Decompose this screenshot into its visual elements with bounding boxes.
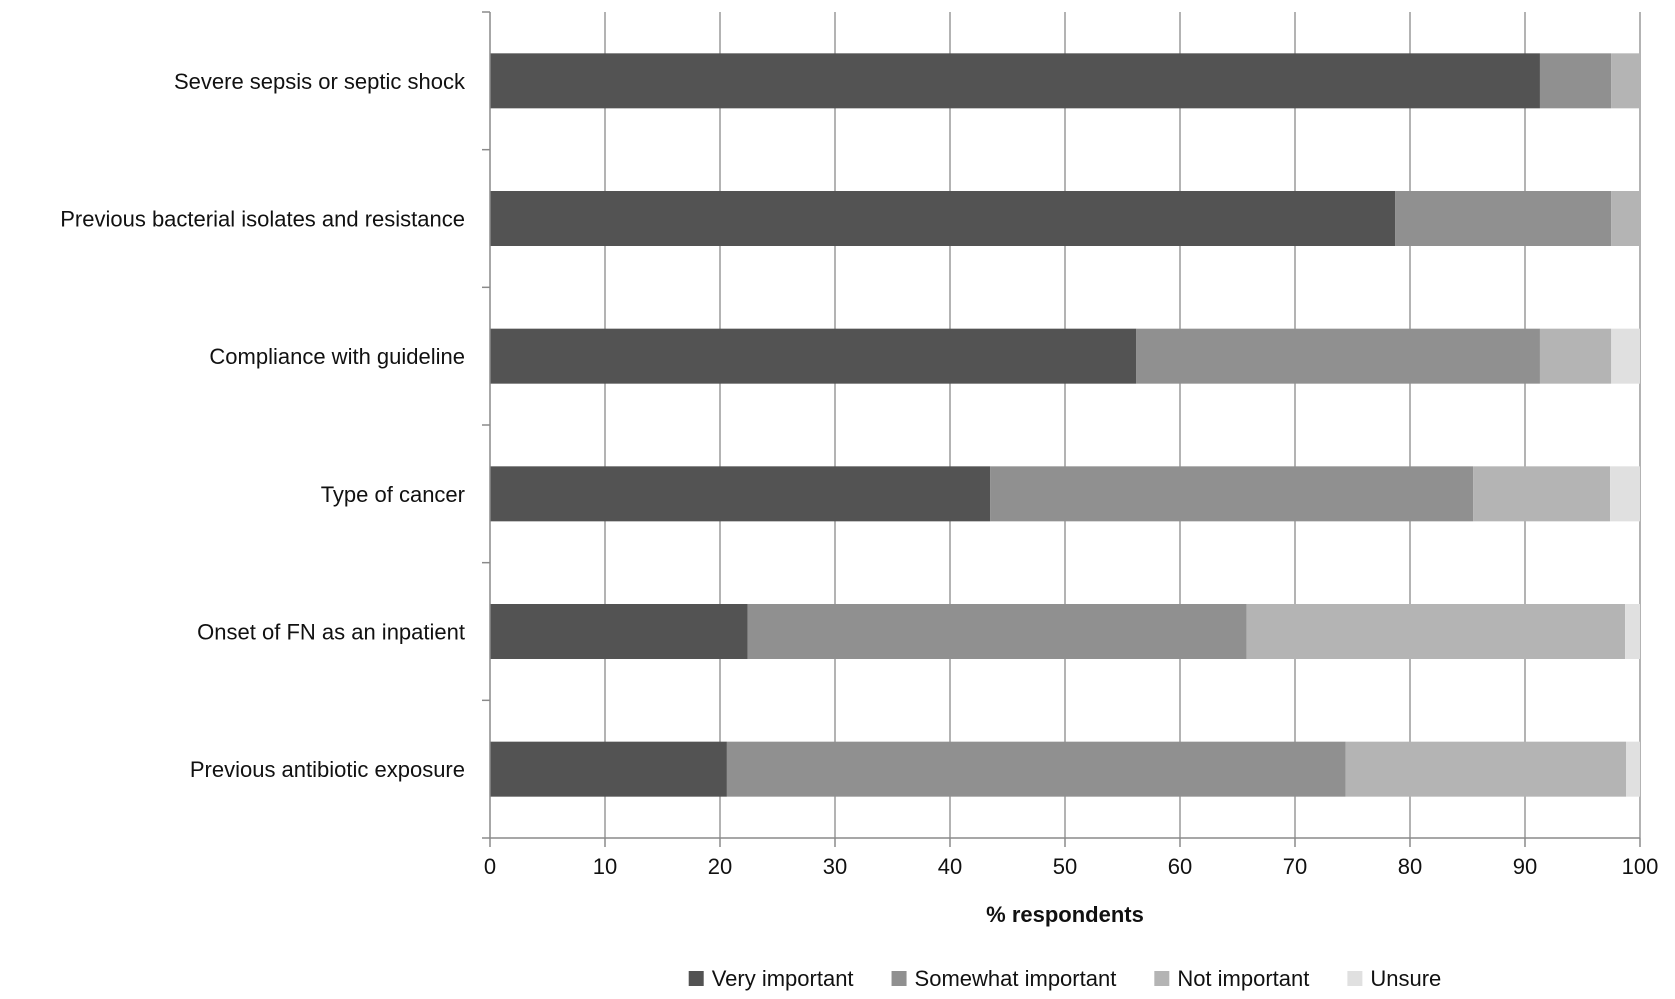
category-label: Previous bacterial isolates and resistan… bbox=[60, 207, 465, 232]
x-axis-title: % respondents bbox=[986, 902, 1144, 927]
tick-labels: 0 10 20 30 40 50 60 70 80 90 100 bbox=[484, 854, 1658, 879]
legend-label: Very important bbox=[712, 966, 854, 991]
legend-label: Somewhat important bbox=[915, 966, 1117, 991]
bar-segment-4-1 bbox=[490, 466, 991, 522]
tick-label-x-60: 60 bbox=[1168, 854, 1192, 879]
bar-segment-3-4 bbox=[1611, 328, 1640, 384]
bar-segment-6-2 bbox=[726, 741, 1346, 797]
bar-segment-2-1 bbox=[490, 191, 1396, 246]
gridlines bbox=[604, 12, 1641, 838]
bar-segment-4-2 bbox=[990, 466, 1474, 522]
legend-item: Somewhat important bbox=[891, 966, 1117, 991]
bar-segment-2-2 bbox=[1395, 191, 1612, 246]
tick-label-x-100: 100 bbox=[1622, 854, 1659, 879]
bar-segment-2-3 bbox=[1611, 191, 1640, 246]
bar-segment-6-1 bbox=[490, 741, 727, 797]
category-label: Severe sepsis or septic shock bbox=[174, 69, 466, 94]
category-label: Previous antibiotic exposure bbox=[190, 757, 465, 782]
axes bbox=[482, 11, 1641, 847]
tick-label-x-90: 90 bbox=[1513, 854, 1537, 879]
tick-label-x-0: 0 bbox=[484, 854, 496, 879]
bar-segment-1-3 bbox=[1611, 53, 1640, 109]
category-label: Type of cancer bbox=[321, 482, 465, 507]
bar-segment-6-3 bbox=[1345, 741, 1627, 797]
bar-segment-5-2 bbox=[747, 604, 1247, 659]
bar-segment-6-4 bbox=[1626, 741, 1640, 797]
bar-segment-3-3 bbox=[1539, 328, 1612, 384]
bar-segment-4-4 bbox=[1610, 466, 1640, 522]
legend: Very important Somewhat important Not impo… bbox=[688, 966, 1441, 991]
legend-swatch bbox=[1347, 971, 1363, 986]
tick-label-x-80: 80 bbox=[1398, 854, 1422, 879]
bar-segment-4-3 bbox=[1473, 466, 1611, 522]
category-label: Onset of FN as an inpatient bbox=[197, 620, 465, 645]
tick-label-x-10: 10 bbox=[593, 854, 617, 879]
bar-segment-3-1 bbox=[490, 328, 1137, 384]
tick-label-x-30: 30 bbox=[823, 854, 847, 879]
legend-swatch bbox=[688, 971, 704, 986]
legend-item: Very important bbox=[688, 966, 854, 991]
bar-segment-3-2 bbox=[1136, 328, 1540, 384]
legend-item: Unsure bbox=[1347, 966, 1441, 991]
tick-label-x-50: 50 bbox=[1053, 854, 1077, 879]
bar-segment-5-3 bbox=[1246, 604, 1626, 659]
legend-item: Not important bbox=[1154, 966, 1309, 991]
category-labels: Severe sepsis or septic shock Previous ba… bbox=[60, 69, 466, 782]
category-label: Compliance with guideline bbox=[209, 344, 465, 369]
tick-label-x-20: 20 bbox=[708, 854, 732, 879]
legend-label: Unsure bbox=[1370, 966, 1441, 991]
legend-label: Not important bbox=[1177, 966, 1309, 991]
bar-segment-1-1 bbox=[490, 53, 1540, 109]
tick-label-x-40: 40 bbox=[938, 854, 962, 879]
bars bbox=[490, 53, 1640, 797]
bar-segment-1-2 bbox=[1539, 53, 1612, 109]
legend-swatch bbox=[1154, 971, 1170, 986]
tick-label-x-70: 70 bbox=[1283, 854, 1307, 879]
bar-segment-5-1 bbox=[490, 604, 748, 659]
bar-segment-5-4 bbox=[1625, 604, 1640, 659]
legend-swatch bbox=[891, 971, 907, 986]
